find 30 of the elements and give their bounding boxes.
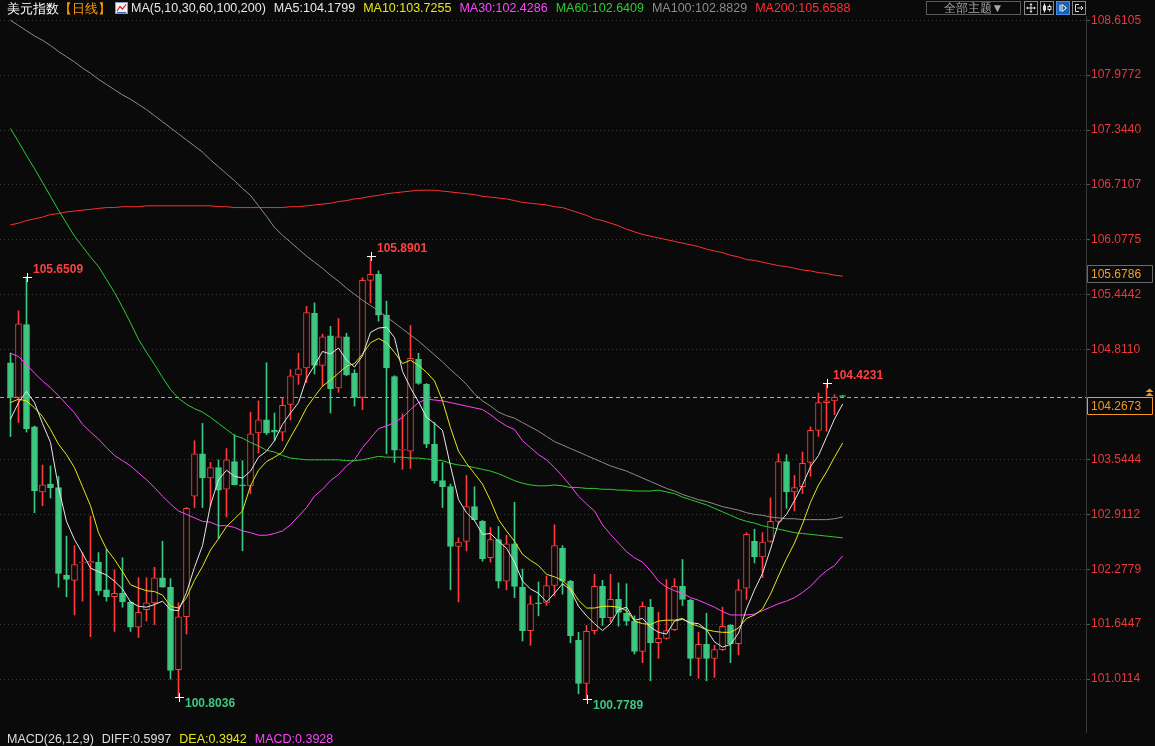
y-tick-label: 105.4442	[1091, 287, 1142, 302]
text: MA10:103.7255	[363, 0, 452, 16]
y-tick-label: 107.9772	[1091, 67, 1142, 82]
y-tick-label: 102.2779	[1091, 561, 1142, 576]
legend-title: MA(5,10,30,60,100,200)	[131, 0, 266, 16]
y-tick-label: 101.6447	[1091, 616, 1142, 631]
text: MA30:102.4286	[459, 0, 548, 16]
text: 105.6786	[1091, 267, 1142, 282]
annotation: 105.8901	[377, 241, 428, 256]
annotation: 100.7789	[593, 698, 644, 713]
y-tick-label: 107.3440	[1091, 122, 1142, 137]
y-tick-label: 108.6105	[1091, 12, 1142, 27]
y-tick-label: 106.7107	[1091, 177, 1142, 192]
text: MA5:104.1799	[273, 0, 356, 16]
y-tick-label: 101.0114	[1091, 671, 1141, 686]
y-tick-label: 106.0775	[1091, 232, 1142, 247]
text: MA100:102.8829	[651, 0, 748, 16]
chart-subtitle: 【日线】	[59, 0, 111, 16]
chart-title: 美元指数	[7, 0, 59, 16]
ref-line-label: 104.2673	[1091, 399, 1142, 414]
y-tick-label: 104.8110	[1091, 341, 1141, 356]
text: MA60:102.6409	[555, 0, 644, 16]
annotation: MACD(26,12,9) DIFF:0.5997 DEA:0.3942 MACD:0.3928	[7, 732, 334, 746]
text: 全部主题▼	[926, 0, 1021, 15]
annotation: 100.8036	[185, 696, 236, 711]
annotation: 104.4231	[833, 368, 884, 383]
annotation: 105.6509	[33, 262, 84, 277]
text: MA200:105.6588	[755, 0, 851, 16]
y-tick-label: 102.9112	[1091, 506, 1141, 521]
y-tick-label: 103.5444	[1091, 451, 1142, 466]
